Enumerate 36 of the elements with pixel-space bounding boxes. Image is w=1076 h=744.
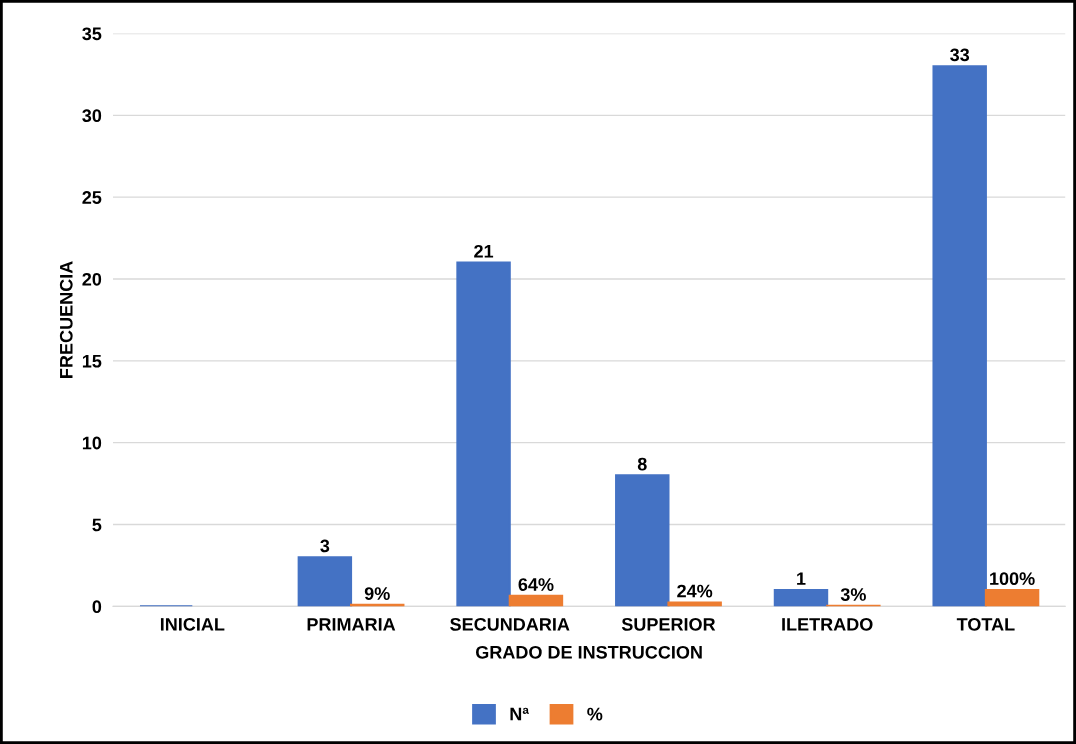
x-tick-label: SUPERIOR (621, 617, 716, 631)
data-label: 24% (677, 584, 713, 598)
y-tick-label: 0 (92, 600, 102, 614)
bar (615, 474, 670, 607)
y-tick-label: 15 (82, 354, 102, 368)
bar (456, 261, 511, 607)
legend-label: Nª (510, 707, 529, 721)
data-label: 100% (990, 572, 1035, 586)
x-tick-label: ILETRADO (782, 617, 873, 631)
bar (667, 601, 722, 607)
y-axis-title: FRECUENCIA (59, 261, 73, 378)
data-label: 21 (474, 244, 494, 258)
bar (984, 588, 1040, 607)
bar (932, 65, 987, 607)
x-tick-label: INICIAL (160, 617, 225, 631)
data-label: 9% (364, 587, 390, 600)
data-label: 64% (518, 578, 554, 591)
data-label: 3 (320, 539, 330, 553)
bar (508, 594, 564, 607)
y-tick-label: 5 (92, 518, 102, 532)
x-tick-label: TOTAL (956, 617, 1015, 631)
y-tick-label: 35 (82, 27, 102, 41)
x-tick-label: SECUNDARIA (450, 617, 570, 631)
y-tick-label: 10 (82, 436, 102, 450)
data-label: 8 (637, 457, 647, 471)
y-tick-label: 30 (82, 109, 102, 123)
bar (773, 588, 829, 607)
y-tick-label: 20 (82, 272, 102, 286)
bar (297, 556, 353, 607)
data-label: 3% (840, 588, 866, 601)
x-tick-label: PRIMARIA (307, 618, 396, 631)
data-label: 1 (797, 572, 806, 585)
legend-label: % (587, 707, 603, 721)
x-axis-title: GRADO DE INSTRUCCION (476, 645, 702, 659)
data-label: 33 (950, 48, 970, 62)
y-tick-label: 25 (82, 191, 102, 204)
